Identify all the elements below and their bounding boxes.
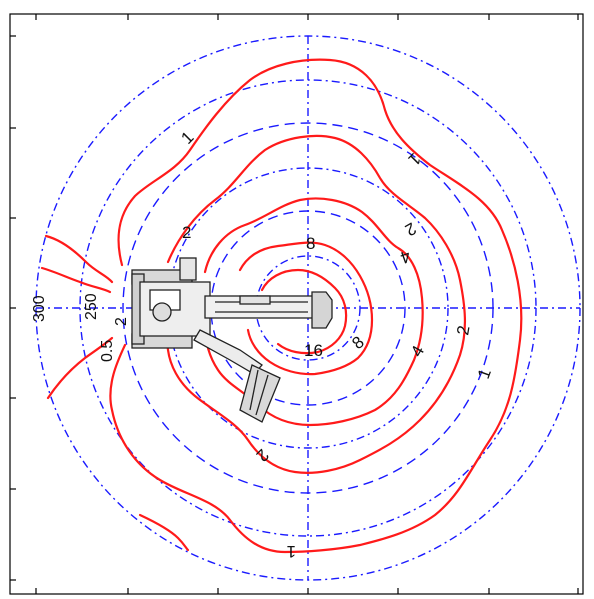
ring-label-250: 250 (83, 293, 100, 320)
ring-label-300: 300 (31, 295, 48, 322)
contour-label-2-left: 2 (182, 223, 191, 242)
axis-ticks (10, 14, 579, 594)
contour-1 (109, 58, 523, 554)
contour-05-bottom (138, 513, 190, 552)
contour-label-4-upper: 4 (398, 246, 413, 267)
center-label-05: 0.5 (99, 340, 116, 362)
contour-label-1-right: 1 (474, 366, 495, 381)
center-label-2: 2 (113, 317, 130, 326)
contour-2 (166, 134, 467, 474)
contour-label-2-right: 2 (453, 324, 473, 337)
contour-05-left-b (40, 266, 112, 294)
contour-8 (238, 241, 374, 376)
contour-label-2-upper-right: 2 (402, 219, 420, 240)
contour-05-left-c (46, 336, 114, 400)
contour-16 (260, 268, 348, 355)
contour-05-left (44, 234, 114, 284)
excavator-icon (131, 257, 333, 423)
contour-label-8-upper: 8 (306, 234, 315, 253)
contour-label-1-bottom: 1 (287, 542, 296, 561)
contour-label-16: 16 (304, 341, 323, 360)
contour-label-4-lower: 4 (407, 342, 428, 360)
plot-frame (9, 13, 584, 595)
